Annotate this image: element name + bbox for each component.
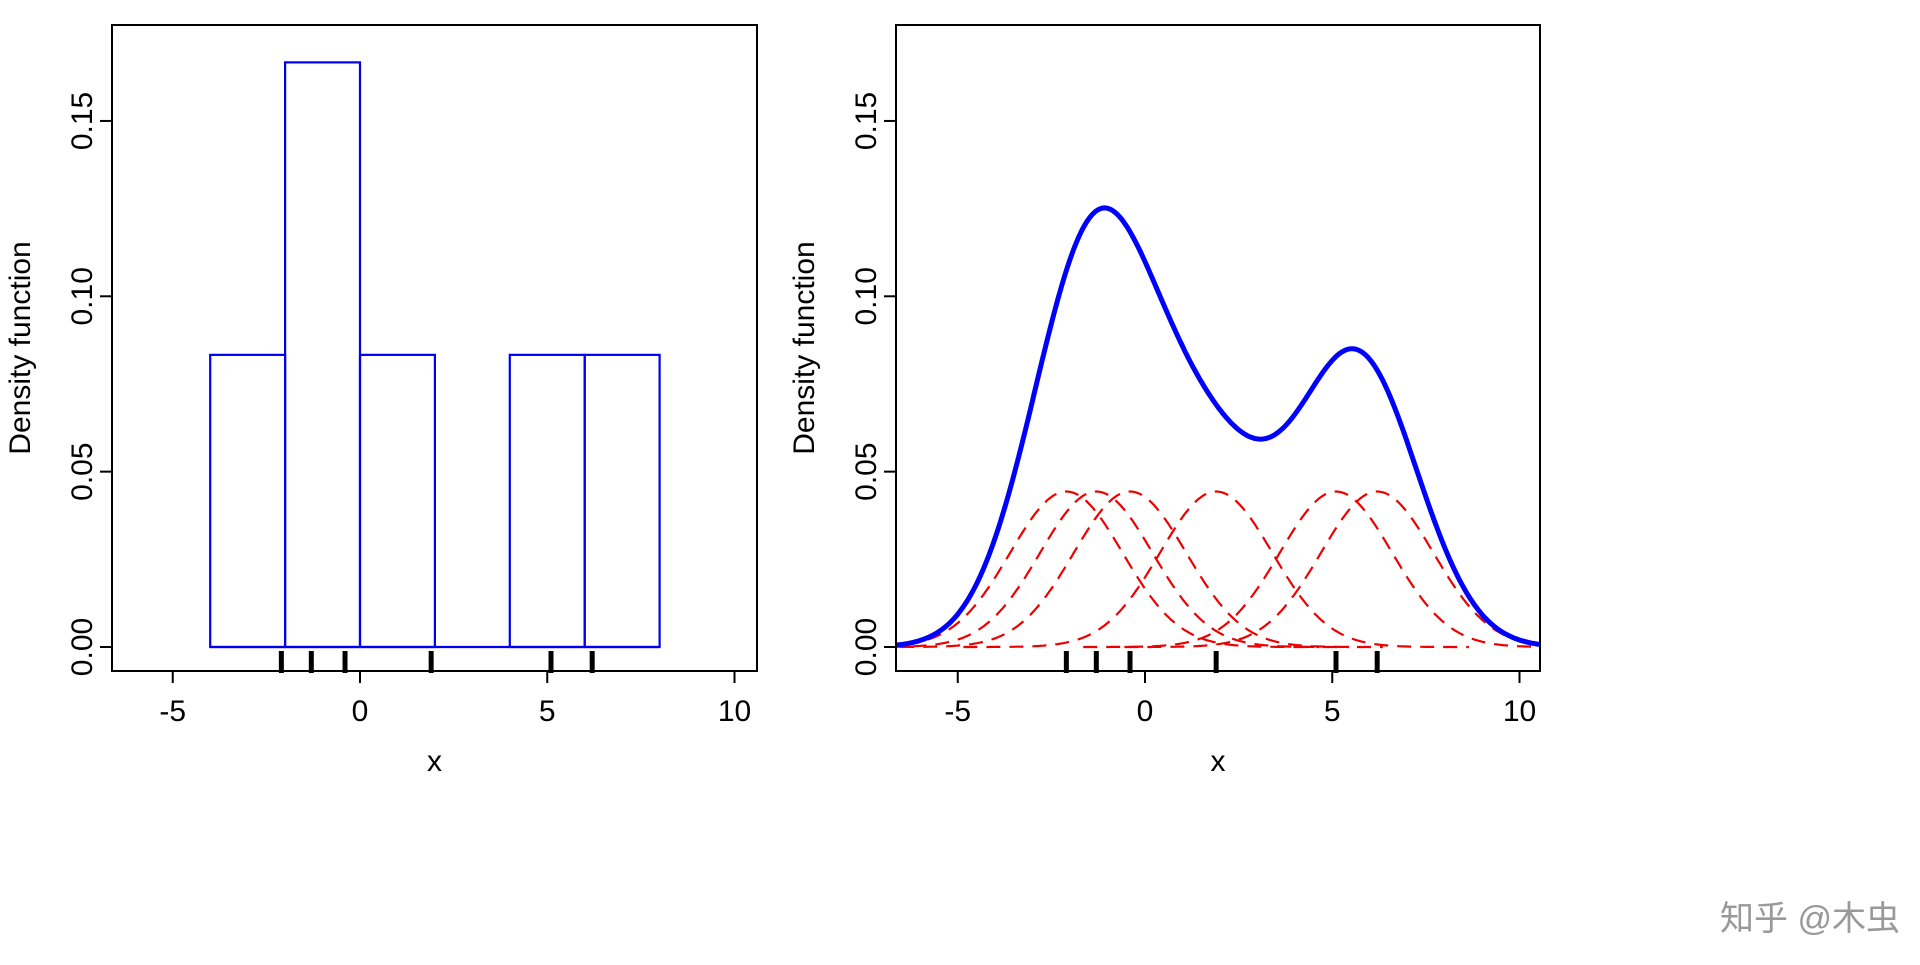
y-tick-label: 0.05	[66, 442, 99, 500]
x-tick-label: 10	[1503, 695, 1536, 728]
y-axis-label: Density function	[788, 241, 821, 454]
x-tick-label: 0	[352, 695, 369, 728]
kernel-curve	[1124, 490, 1540, 649]
x-tick-label: 10	[718, 695, 751, 728]
y-tick-label: 0.10	[66, 267, 99, 325]
x-tick-label: 5	[539, 695, 556, 728]
plot-area	[896, 205, 1540, 649]
histogram-bar	[508, 353, 586, 649]
y-tick-label: 0.05	[850, 442, 883, 500]
x-axis-label: x	[427, 745, 442, 778]
histogram-bar	[284, 61, 362, 649]
y-axis-label: Density function	[4, 241, 37, 454]
x-axis-label: x	[1211, 745, 1226, 778]
histogram-bar	[583, 353, 661, 649]
kernel-curve	[963, 490, 1469, 649]
kernel-curve	[896, 490, 1350, 649]
kernel-curve	[1083, 490, 1540, 649]
x-tick-label: 5	[1324, 695, 1341, 728]
y-tick-label: 0.00	[850, 618, 883, 676]
x-tick-label: -5	[159, 695, 186, 728]
kernel-curve	[896, 490, 1383, 649]
plot-area	[209, 61, 661, 649]
histogram-bar	[209, 353, 287, 649]
y-tick-label: 0.00	[66, 618, 99, 676]
x-tick-label: 0	[1137, 695, 1154, 728]
kde-curve	[896, 205, 1540, 648]
histogram-bar	[358, 353, 437, 649]
kde-panel: -5 0 5 10 0.00 0.05 0.10 0.15 x Density function	[788, 24, 1541, 778]
x-tick-label: -5	[944, 695, 971, 728]
y-tick-label: 0.15	[850, 92, 883, 150]
plot-frame	[111, 24, 758, 672]
y-tick-label: 0.15	[66, 92, 99, 150]
plot-frame	[895, 24, 1541, 672]
kernel-curve	[896, 490, 1320, 649]
y-tick-label: 0.10	[850, 267, 883, 325]
histogram-panel: -5 0 5 10 0.00 0.05 0.10 0.15 x Density function	[4, 24, 758, 778]
watermark: 知乎 @木虫	[1720, 900, 1900, 938]
